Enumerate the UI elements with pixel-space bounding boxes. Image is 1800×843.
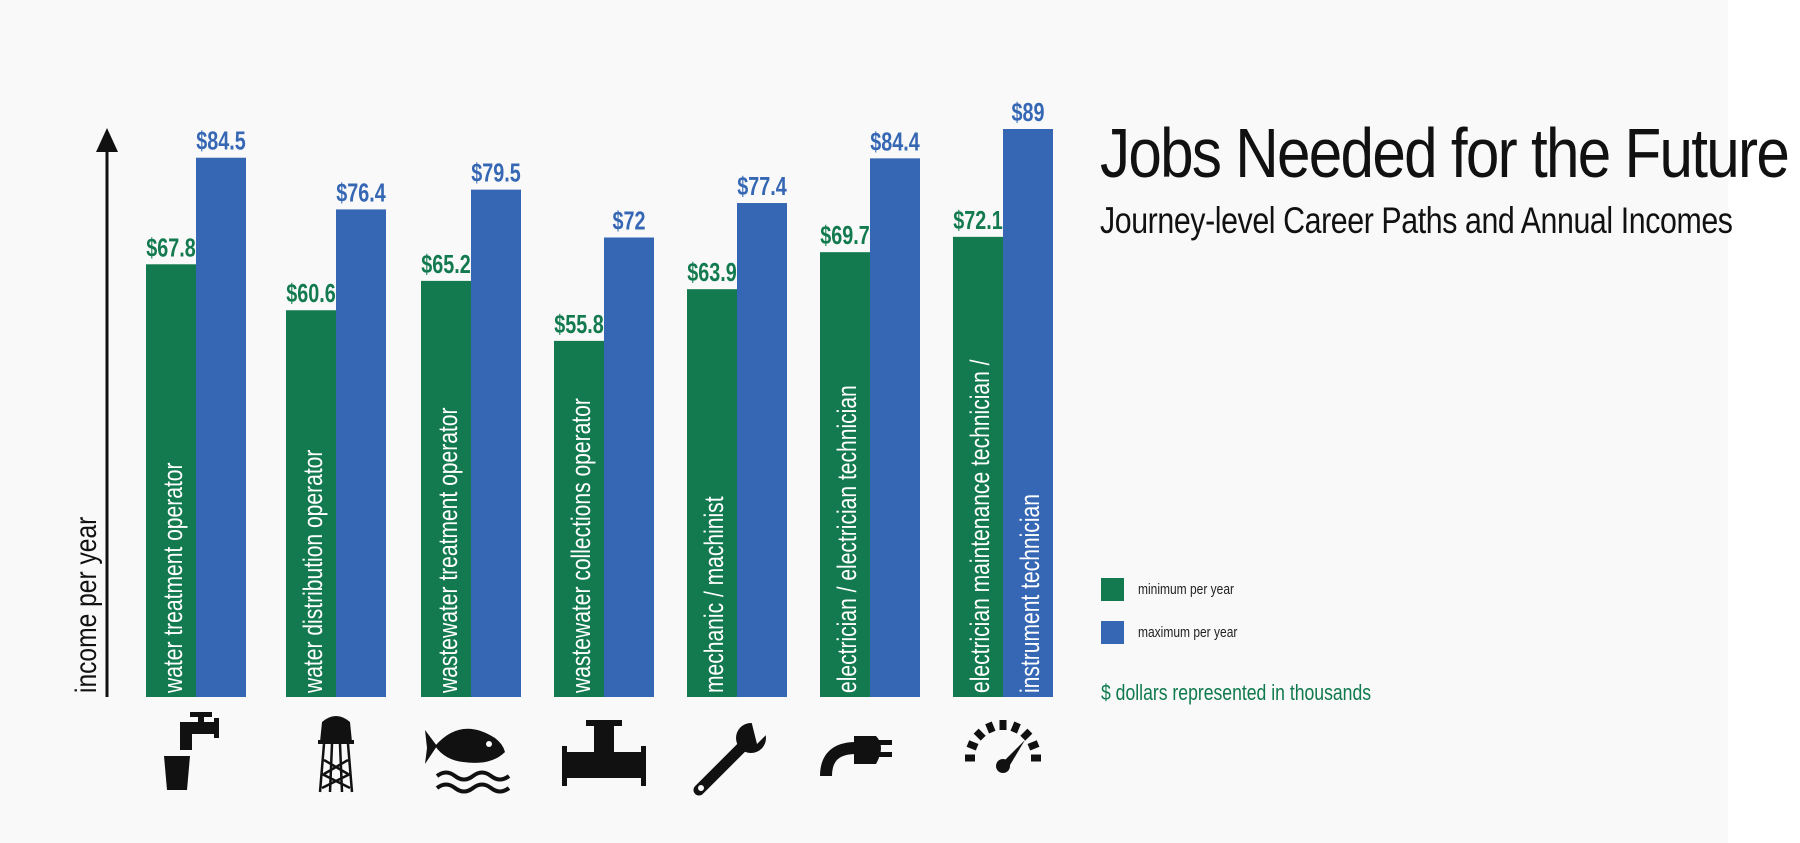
wrench-icon-part bbox=[698, 785, 704, 791]
title-block: Jobs Needed for the Future Journey-level… bbox=[1100, 118, 1800, 239]
plug-icon-part bbox=[876, 740, 892, 745]
bar-minimum bbox=[554, 340, 604, 697]
data-label-minimum: $60.6 bbox=[286, 279, 335, 308]
bar-maximum bbox=[737, 203, 787, 697]
data-label-maximum: $79.5 bbox=[471, 158, 521, 187]
pipe-icon bbox=[562, 720, 646, 786]
wrench-icon-part bbox=[751, 720, 771, 744]
gauge-icon-part bbox=[1010, 721, 1021, 734]
faucet-icon-part bbox=[180, 722, 192, 750]
water-tower-icon bbox=[318, 716, 354, 793]
legend-label-maximum: maximum per year bbox=[1138, 624, 1238, 641]
category-label: mechanic / machinist bbox=[700, 496, 730, 693]
wrench-icon bbox=[693, 720, 771, 796]
category-label: wastewater treatment operator bbox=[434, 407, 464, 693]
data-label-maximum: $84.4 bbox=[870, 127, 920, 156]
gauge-icon-part bbox=[966, 740, 979, 751]
legend-swatch-minimum bbox=[1101, 578, 1124, 601]
legend: minimum per year maximum per year bbox=[1101, 578, 1262, 664]
data-label-minimum: $72.1 bbox=[953, 205, 1003, 234]
gauge-icon bbox=[965, 720, 1041, 773]
gauge-icon-part bbox=[973, 728, 986, 741]
faucet-icon bbox=[164, 712, 219, 790]
bar-maximum bbox=[196, 157, 246, 697]
water-tower-icon-part bbox=[318, 743, 354, 793]
faucet-icon-part bbox=[214, 718, 219, 738]
page-subtitle: Journey-level Career Paths and Annual In… bbox=[1100, 200, 1733, 241]
data-label-minimum: $63.9 bbox=[687, 258, 736, 287]
faucet-icon-part bbox=[164, 756, 190, 790]
y-axis-arrow bbox=[96, 128, 118, 152]
gauge-icon-part bbox=[996, 759, 1010, 773]
y-axis-label: income per year bbox=[69, 517, 103, 693]
data-label-maximum: $72 bbox=[613, 206, 646, 235]
bar-maximum bbox=[1003, 129, 1053, 697]
bar-maximum bbox=[336, 209, 386, 697]
bar-maximum bbox=[870, 158, 920, 697]
data-label-maximum: $84.5 bbox=[196, 126, 246, 155]
data-label-minimum: $69.7 bbox=[820, 221, 869, 250]
category-label: water treatment operator bbox=[159, 462, 189, 693]
legend-swatch-maximum bbox=[1101, 621, 1124, 644]
pipe-icon-part bbox=[641, 746, 646, 786]
plug-icon-part bbox=[876, 752, 892, 757]
legend-item-maximum: maximum per year bbox=[1101, 621, 1262, 644]
bar-minimum bbox=[820, 252, 870, 697]
bar-minimum bbox=[421, 280, 471, 697]
legend-label-minimum: minimum per year bbox=[1138, 581, 1235, 598]
data-label-minimum: $67.8 bbox=[146, 233, 196, 262]
page-title: Jobs Needed for the Future bbox=[1100, 114, 1790, 192]
category-label: water distribution operator bbox=[299, 450, 329, 694]
bar-maximum bbox=[471, 189, 521, 697]
water-tower-icon-part bbox=[320, 716, 352, 742]
plug-icon bbox=[820, 736, 892, 777]
pipe-icon-part bbox=[562, 746, 567, 786]
category-label: electrician maintenance technician / bbox=[966, 359, 996, 693]
data-label-maximum: $76.4 bbox=[336, 178, 386, 207]
pipe-icon-part bbox=[594, 726, 614, 754]
fish-icon-part bbox=[425, 730, 437, 764]
bar-minimum bbox=[953, 236, 1003, 697]
fish-icon bbox=[425, 728, 511, 794]
gauge-icon-part bbox=[1027, 740, 1040, 751]
bar-chart: income per year $67.8 $84.5 water treatment… bbox=[69, 97, 1053, 796]
bar-minimum bbox=[146, 264, 196, 697]
bar-minimum bbox=[687, 289, 737, 697]
pipe-icon-part bbox=[586, 720, 622, 726]
wrench-icon-part bbox=[693, 736, 753, 796]
bar-maximum bbox=[604, 237, 654, 697]
data-label-maximum: $89 bbox=[1012, 97, 1045, 126]
plug-icon-part bbox=[820, 742, 857, 777]
legend-item-minimum: minimum per year bbox=[1101, 578, 1262, 601]
bar-minimum bbox=[286, 310, 336, 697]
faucet-icon-part bbox=[198, 714, 204, 724]
plug-icon-part bbox=[854, 736, 881, 764]
category-label: wastewater collections operator bbox=[567, 398, 597, 694]
pipe-icon-part bbox=[566, 752, 642, 778]
chart-panel: income per year $67.8 $84.5 water treatment… bbox=[68, 97, 1790, 796]
units-note: $ dollars represented in thousands bbox=[1101, 680, 1372, 705]
category-label: instrument technician bbox=[1016, 494, 1046, 693]
data-label-maximum: $77.4 bbox=[737, 171, 787, 200]
fish-icon-part bbox=[435, 770, 511, 782]
data-label-minimum: $55.8 bbox=[554, 309, 604, 338]
fish-icon-part bbox=[486, 741, 492, 747]
water-tower-icon-part bbox=[318, 740, 354, 744]
gauge-icon-part bbox=[1020, 728, 1033, 741]
gauge-icon-part bbox=[985, 721, 996, 734]
faucet-icon-part bbox=[190, 712, 212, 717]
data-label-minimum: $65.2 bbox=[421, 249, 470, 278]
category-label: electrician / electrician technician bbox=[833, 385, 863, 693]
fish-icon-part bbox=[435, 728, 505, 763]
fish-icon-part bbox=[435, 782, 511, 794]
